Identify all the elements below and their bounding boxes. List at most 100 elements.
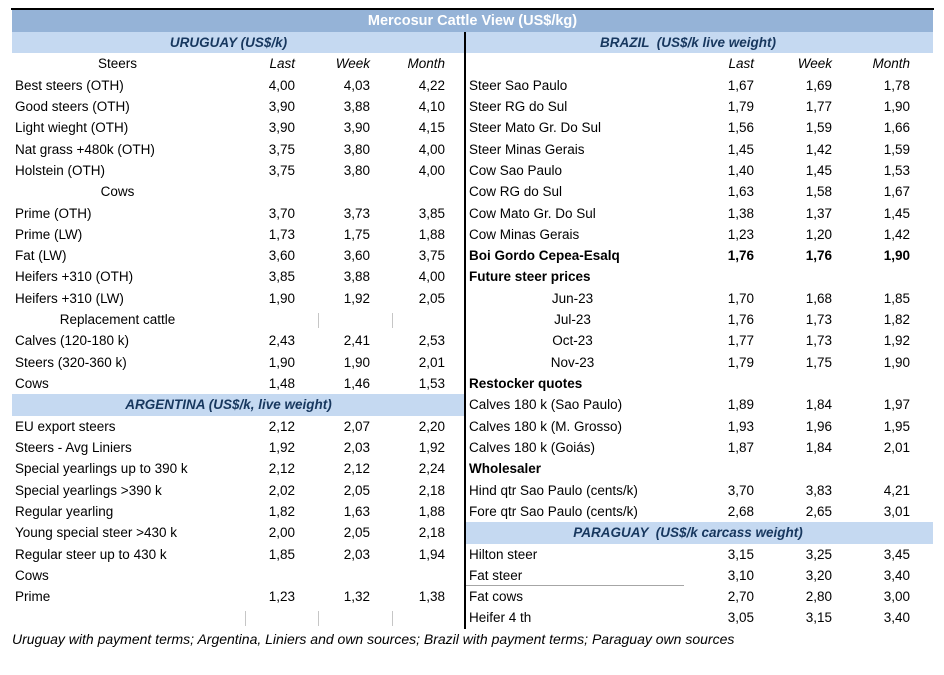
value-month: 2,20 [418, 418, 445, 434]
section-header-row: BRAZIL (US$/k live weight) [466, 32, 933, 54]
value-week: 2,41 [343, 333, 370, 349]
value-last [676, 266, 754, 287]
value-week: 1,73 [805, 312, 832, 328]
value-week: 2,05 [343, 482, 370, 498]
table-row: Calves 180 k (Sao Paulo) 1,89 1,84 1,97 [466, 394, 933, 415]
value-last: 3,15 [727, 546, 754, 562]
value-week: 2,03 [343, 546, 370, 562]
value-month: 1,67 [883, 184, 910, 200]
row-label: Fat cows [469, 589, 524, 605]
row-label: Calves 180 k (Sao Paulo) [469, 397, 623, 413]
section-header-row: URUGUAY (US$/k) [12, 32, 464, 54]
value-month: 3,45 [883, 546, 910, 562]
table-row: Steer Minas Gerais 1,45 1,42 1,59 [466, 139, 933, 160]
row-label: EU export steers [15, 418, 116, 434]
value-month: 4,00 [418, 141, 445, 157]
table-row: Regular yearling 1,82 1,63 1,88 [12, 501, 464, 522]
row-label: Steers (320-360 k) [15, 354, 127, 370]
value-week: 3,90 [343, 120, 370, 136]
value-last: 1,93 [727, 418, 754, 434]
value-month: 1,59 [883, 141, 910, 157]
value-month: 2,53 [418, 333, 445, 349]
table-row: Restocker quotes [466, 373, 933, 394]
value-month [370, 181, 445, 202]
row-label: Special yearlings >390 k [15, 482, 162, 498]
value-last: 3,05 [727, 610, 754, 626]
table-row: Steers Last Week Month [12, 53, 464, 74]
row-label: Replacement cattle [59, 312, 176, 328]
value-week: 2,80 [805, 589, 832, 605]
value-week: 1,32 [343, 589, 370, 605]
value-month: 3,00 [883, 589, 910, 605]
row-label: Holstein (OTH) [15, 162, 106, 178]
value-last: 3,10 [727, 567, 754, 583]
value-month: 1,90 [883, 98, 910, 114]
table-row: Jun-23 1,70 1,68 1,85 [466, 288, 933, 309]
value-last: 2,12 [268, 461, 295, 477]
value-last: 1,38 [727, 205, 754, 221]
row-label: Cow Sao Paulo [469, 162, 563, 178]
value-month: 2,18 [418, 525, 445, 541]
row-label: Steer Minas Gerais [469, 141, 585, 157]
value-week: 1,68 [805, 290, 832, 306]
value-week: 1,37 [805, 205, 832, 221]
gridline-tick [318, 313, 319, 329]
value-month: 1,90 [883, 354, 910, 370]
value-week [295, 181, 370, 202]
value-last: 3,90 [268, 120, 295, 136]
value-month: 4,10 [418, 98, 445, 114]
section-header-row: ARGENTINA (US$/k, live weight) [12, 394, 464, 416]
value-last: 1,89 [727, 397, 754, 413]
value-month: 4,00 [418, 162, 445, 178]
value-last: 2,02 [268, 482, 295, 498]
table-row: Steer RG do Sul 1,79 1,77 1,90 [466, 96, 933, 117]
table-row: Cows 1,48 1,46 1,53 [12, 373, 464, 394]
vertical-divider [464, 32, 466, 629]
value-last: 1,77 [727, 333, 754, 349]
table-row: Light wieght (OTH) 3,90 3,90 4,15 [12, 117, 464, 138]
table-row: Heifers +310 (LW) 1,90 1,92 2,05 [12, 288, 464, 309]
value-week: 1,84 [805, 439, 832, 455]
value-month: 2,05 [418, 290, 445, 306]
source-note: Uruguay with payment terms; Argentina, L… [12, 631, 735, 647]
value-week: 1,84 [805, 397, 832, 413]
section-title: PARAGUAY (US$/k carcass weight) [573, 525, 803, 541]
value-week: 3,20 [805, 567, 832, 583]
value-last: 1,67 [727, 77, 754, 93]
table-row: Last Week Month [466, 53, 933, 74]
table-row: Special yearlings up to 390 k 2,12 2,12 2,2… [12, 458, 464, 479]
value-month: 1,88 [418, 226, 445, 242]
value-last [220, 181, 295, 202]
value-last: 1,73 [268, 226, 295, 242]
table-row: Good steers (OTH) 3,90 3,88 4,10 [12, 96, 464, 117]
value-week: 1,59 [805, 120, 832, 136]
value-month: 3,01 [883, 503, 910, 519]
value-week: 3,88 [343, 269, 370, 285]
value-last: 1,23 [268, 589, 295, 605]
value-last: 1,76 [727, 248, 754, 264]
value-month: 1,88 [418, 503, 445, 519]
table-row: Nov-23 1,79 1,75 1,90 [466, 352, 933, 373]
value-last: 3,70 [268, 205, 295, 221]
row-label: Restocker quotes [469, 376, 583, 391]
table-row: EU export steers 2,12 2,07 2,20 [12, 416, 464, 437]
row-label: Light wieght (OTH) [15, 120, 129, 136]
value-week: 1,45 [805, 162, 832, 178]
row-label [12, 607, 220, 628]
section-header-row: PARAGUAY (US$/k carcass weight) [466, 522, 933, 544]
value-last: 1,70 [727, 290, 754, 306]
row-label: Jul-23 [554, 312, 591, 328]
gridline-tick [318, 611, 319, 627]
value-last: 3,70 [727, 482, 754, 498]
row-label: Jun-23 [551, 290, 594, 306]
table-row: Cow Sao Paulo 1,40 1,45 1,53 [466, 160, 933, 181]
value-month: 4,21 [883, 482, 910, 498]
value-month: 1,53 [883, 162, 910, 178]
value-last: Last [728, 56, 754, 72]
value-last: 2,12 [268, 418, 295, 434]
value-week [295, 309, 370, 330]
value-week [754, 458, 832, 479]
row-label: Regular yearling [15, 503, 114, 519]
value-last: 1,82 [268, 503, 295, 519]
row-label: Steers - Avg Liniers [15, 439, 132, 455]
